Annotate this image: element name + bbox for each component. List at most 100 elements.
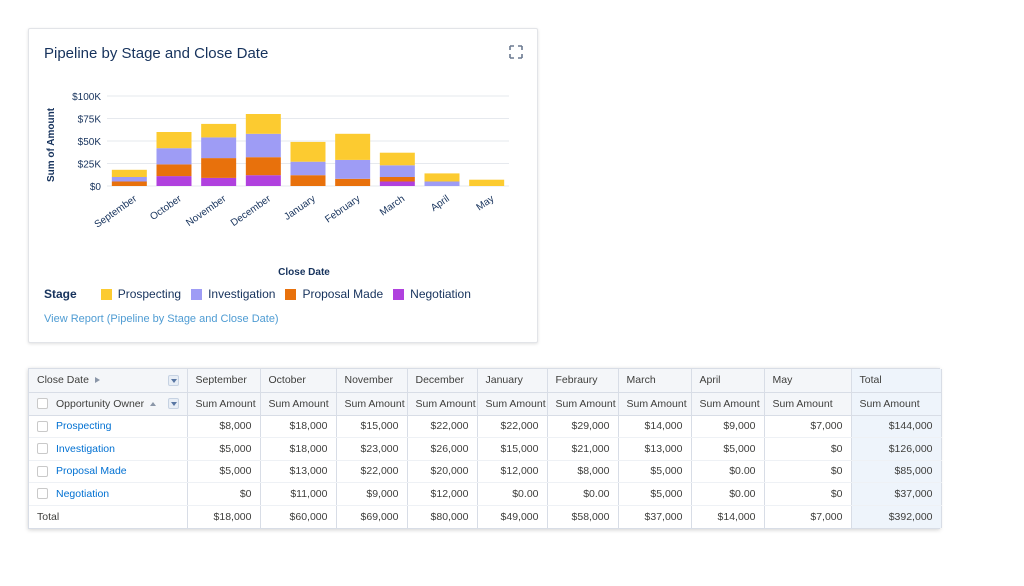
bar-segment-investigation xyxy=(111,177,147,182)
total-value-cell: $58,000 xyxy=(547,504,619,528)
column-header[interactable]: November xyxy=(336,369,408,393)
row-stage-link[interactable]: Negotiation xyxy=(56,487,110,500)
bar-segment-investigation xyxy=(245,133,281,158)
y-tick-label: $75K xyxy=(78,115,102,126)
close-date-header[interactable]: Close Date xyxy=(29,369,188,393)
bar-segment-prospecting xyxy=(379,152,415,166)
column-header[interactable]: April xyxy=(691,369,765,393)
chart-card: Pipeline by Stage and Close Date $0 $25K $… xyxy=(28,28,538,343)
bar-segment-negotiation xyxy=(156,176,192,186)
y-tick-label: $50K xyxy=(78,137,102,148)
row-stage-link[interactable]: Proposal Made xyxy=(56,465,127,478)
bar-segment-negotiation xyxy=(379,181,415,186)
bar-segment-proposal-made xyxy=(379,177,415,182)
value-cell: $18,000 xyxy=(260,437,337,461)
x-tick-label: January xyxy=(282,193,317,222)
sum-amount-header: Sum Amount xyxy=(260,392,337,416)
opportunity-owner-dropdown-icon[interactable] xyxy=(167,398,179,409)
opportunity-owner-header[interactable]: Opportunity Owner xyxy=(29,392,188,416)
column-header[interactable]: September xyxy=(187,369,261,393)
value-cell: $22,000 xyxy=(407,415,478,438)
value-cell: $23,000 xyxy=(336,437,408,461)
value-cell: $22,000 xyxy=(477,415,548,438)
value-cell: $26,000 xyxy=(407,437,478,461)
row-stage-link[interactable]: Investigation xyxy=(56,442,115,455)
bar-segment-proposal-made xyxy=(201,158,237,178)
pipeline-table: Close Date September October November De… xyxy=(28,368,942,529)
legend-item-proposal-made[interactable]: Proposal Made xyxy=(285,287,383,301)
row-checkbox[interactable] xyxy=(37,443,48,455)
column-header[interactable]: May xyxy=(764,369,852,393)
bar-segment-investigation xyxy=(201,137,237,159)
expand-icon[interactable] xyxy=(509,45,523,59)
total-column-header[interactable]: Total xyxy=(851,369,942,393)
sum-amount-header: Sum Amount xyxy=(477,392,548,416)
x-tick-label: October xyxy=(148,193,184,223)
bar-segment-prospecting xyxy=(245,114,281,134)
legend-label-investigation: Investigation xyxy=(208,287,276,301)
value-cell: $9,000 xyxy=(691,415,765,438)
total-value-cell: $49,000 xyxy=(477,504,548,528)
legend-swatch-prospecting xyxy=(100,288,112,300)
column-header[interactable]: January xyxy=(477,369,548,393)
total-value-cell: $69,000 xyxy=(336,504,408,528)
value-cell: $8,000 xyxy=(187,415,261,438)
legend-item-investigation[interactable]: Investigation xyxy=(191,287,275,301)
sum-amount-header: Sum Amount xyxy=(187,392,261,416)
legend-swatch-investigation xyxy=(191,288,203,300)
total-value-cell: $14,000 xyxy=(691,504,765,528)
bar-segment-investigation xyxy=(156,148,192,165)
row-checkbox[interactable] xyxy=(37,420,48,432)
value-cell: $144,000 xyxy=(851,415,942,438)
expand-right-icon[interactable] xyxy=(94,377,100,384)
value-cell: $0 xyxy=(764,460,852,483)
value-cell: $7,000 xyxy=(764,415,852,438)
table-row: Investigation $5,000 $18,000 $23,000 $26,000… xyxy=(29,437,942,461)
legend-item-prospecting[interactable]: Prospecting xyxy=(100,287,181,301)
row-label-cell: Negotiation xyxy=(29,482,188,506)
bar-segment-proposal-made xyxy=(245,157,281,176)
value-cell: $37,000 xyxy=(851,482,942,506)
row-checkbox[interactable] xyxy=(37,488,48,500)
value-cell: $15,000 xyxy=(336,415,408,438)
value-cell: $15,000 xyxy=(477,437,548,461)
sum-amount-header: Sum Amount xyxy=(851,392,942,416)
table-row: Prospecting $8,000 $18,000 $15,000 $22,000 $2… xyxy=(29,415,942,438)
column-header[interactable]: October xyxy=(260,369,337,393)
x-tick-label: December xyxy=(229,193,274,229)
value-cell: $12,000 xyxy=(477,460,548,483)
x-axis-title: Close Date xyxy=(278,267,330,278)
legend-item-negotiation[interactable]: Negotiation xyxy=(393,287,471,301)
bar-segment-prospecting xyxy=(469,179,505,186)
row-label-cell: Proposal Made xyxy=(29,460,188,483)
table-row: Negotiation $0 $11,000 $9,000 $12,000 $0.00 $0… xyxy=(29,482,942,506)
bar-segment-investigation xyxy=(424,181,460,186)
value-cell: $5,000 xyxy=(691,437,765,461)
opportunity-owner-header-label: Opportunity Owner xyxy=(56,397,145,410)
row-label-cell: Investigation xyxy=(29,437,188,461)
value-cell: $5,000 xyxy=(187,460,261,483)
bar-segment-prospecting xyxy=(201,123,237,138)
select-all-checkbox[interactable] xyxy=(37,398,48,410)
table-row: Proposal Made $5,000 $13,000 $22,000 $20,000… xyxy=(29,460,942,483)
row-checkbox[interactable] xyxy=(37,465,48,477)
x-tick-label: September xyxy=(93,193,140,230)
x-tick-label: April xyxy=(429,193,452,213)
value-cell: $0 xyxy=(764,437,852,461)
bar-segment-prospecting xyxy=(156,132,192,149)
sort-ascending-icon[interactable] xyxy=(150,401,157,406)
row-stage-link[interactable]: Prospecting xyxy=(56,420,112,433)
value-cell: $0 xyxy=(764,482,852,506)
close-date-dropdown-icon[interactable] xyxy=(167,374,179,386)
sum-amount-header: Sum Amount xyxy=(336,392,408,416)
column-header[interactable]: March xyxy=(618,369,692,393)
y-tick-label: $100K xyxy=(72,92,101,103)
bar-chart: $0 $25K $50K $75K $100K Sum of Amount Septembe… xyxy=(46,92,509,278)
bar-segment-proposal-made xyxy=(290,175,326,186)
bar-segment-proposal-made xyxy=(335,178,371,186)
view-report-link[interactable]: View Report (Pipeline by Stage and Close… xyxy=(44,313,279,325)
column-header[interactable]: Febraury xyxy=(547,369,619,393)
bar-segment-prospecting xyxy=(290,141,326,162)
total-row: Total $18,000 $60,000 $69,000 $80,000 $49,000… xyxy=(29,504,942,528)
column-header[interactable]: December xyxy=(407,369,478,393)
